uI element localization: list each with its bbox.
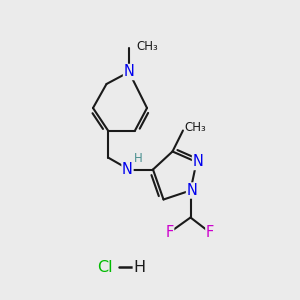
Text: N: N xyxy=(124,64,134,80)
Text: N: N xyxy=(187,183,197,198)
Text: CH₃: CH₃ xyxy=(136,40,158,53)
Text: F: F xyxy=(165,225,174,240)
Text: CH₃: CH₃ xyxy=(184,121,206,134)
Text: H: H xyxy=(134,152,143,165)
Text: N: N xyxy=(193,154,203,169)
Text: H: H xyxy=(134,260,146,274)
Text: Cl: Cl xyxy=(97,260,113,274)
Text: N: N xyxy=(122,162,133,177)
Text: F: F xyxy=(206,225,214,240)
